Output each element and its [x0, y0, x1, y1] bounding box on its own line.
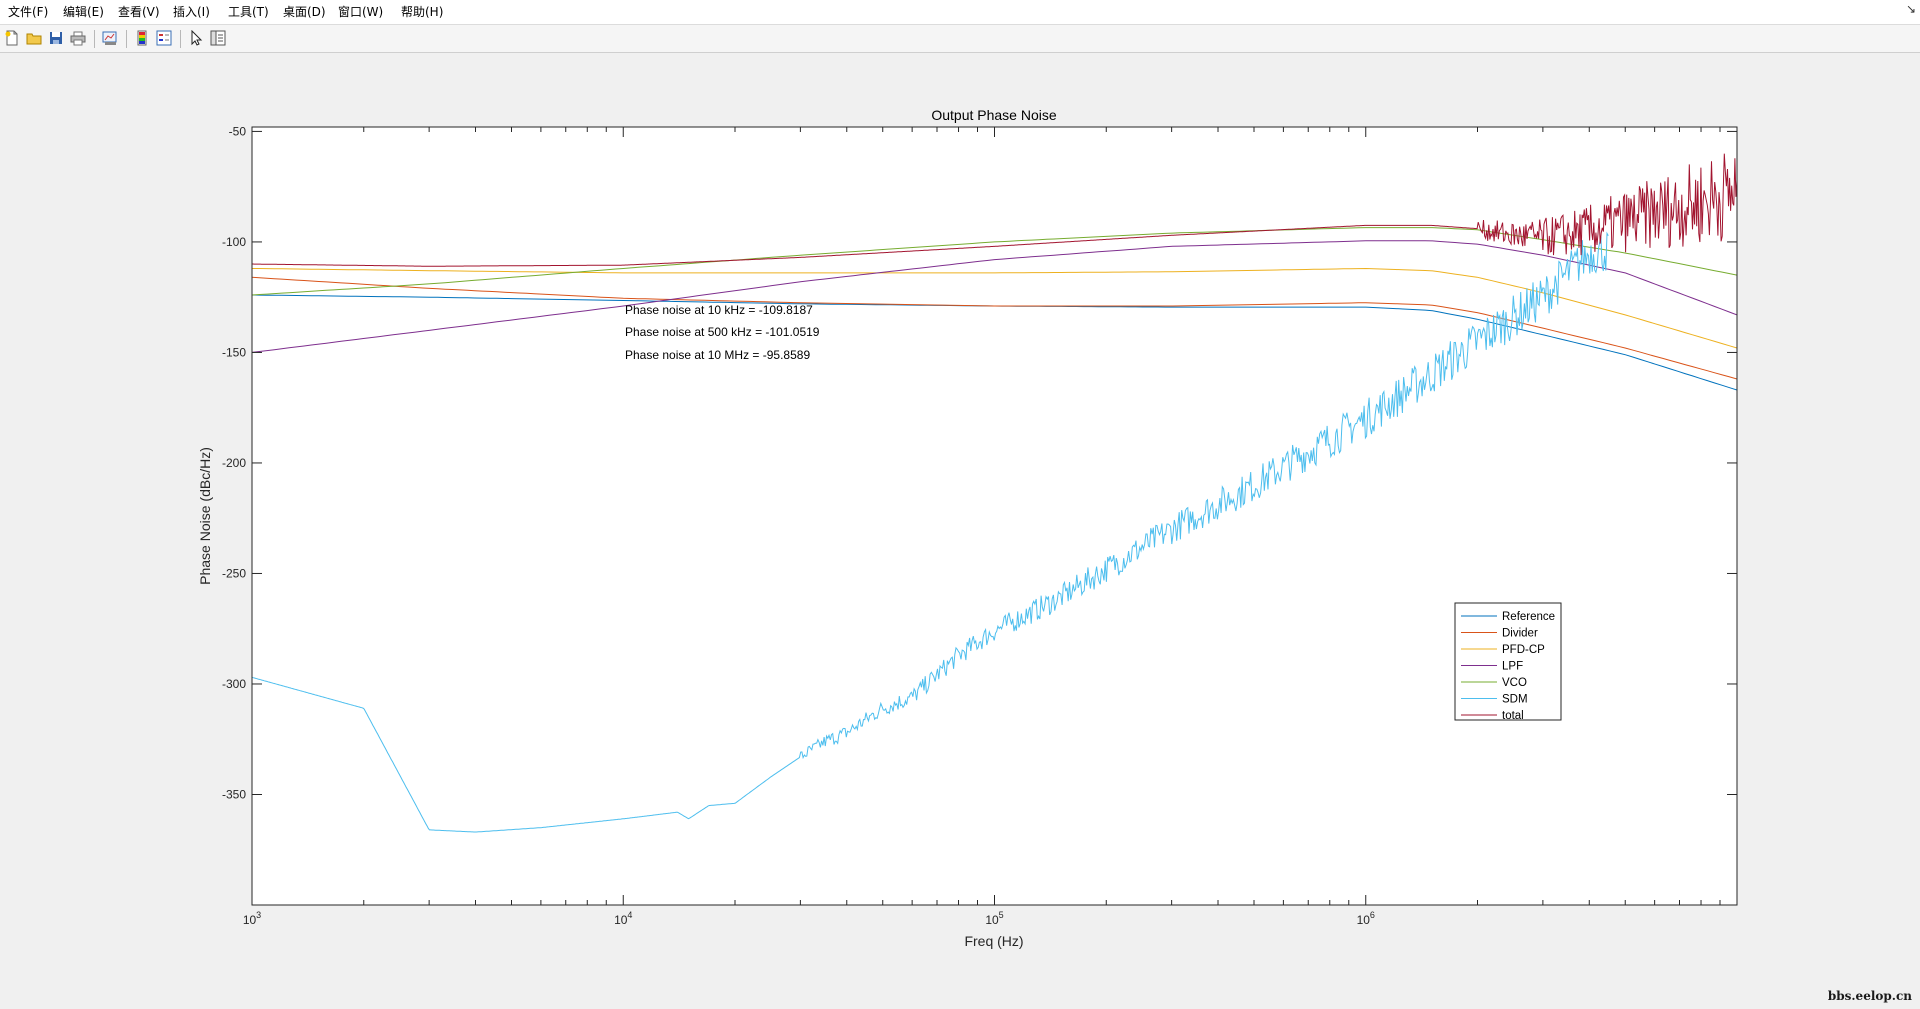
axes-background: [252, 127, 1737, 905]
series-line-lpf: [252, 240, 1737, 353]
menu-file[interactable]: 文件(F): [8, 5, 49, 19]
link-plot-icon[interactable]: [100, 28, 120, 48]
save-icon[interactable]: [46, 28, 66, 48]
legend-label-lpf: LPF: [1502, 661, 1523, 673]
y-tick-label: -100: [222, 235, 246, 249]
y-axis-label: Phase Noise (dBc/Hz): [197, 447, 213, 585]
series-line-sdm: [252, 231, 1609, 833]
menu-edit[interactable]: 编辑(E): [63, 5, 104, 19]
x-tick-label: 103: [243, 910, 261, 927]
annotation-500khz: Phase noise at 500 kHz = -101.0519: [625, 325, 820, 339]
series-line-pfd-cp: [252, 267, 1737, 349]
new-figure-icon[interactable]: [2, 28, 22, 48]
menu-view[interactable]: 查看(V): [118, 5, 160, 19]
watermark: bbs.eelop.cn: [1827, 989, 1912, 1003]
legend-box: [1454, 602, 1562, 721]
y-tick-label: -150: [222, 345, 246, 359]
toolbar-separator: [94, 30, 95, 48]
x-axis-label: Freq (Hz): [964, 933, 1023, 949]
y-tick-label: -350: [222, 787, 246, 801]
y-tick-label: -200: [222, 456, 246, 470]
print-icon[interactable]: [68, 28, 88, 48]
toolbar-separator: [126, 30, 127, 48]
insert-colorbar-icon[interactable]: [132, 28, 152, 48]
x-tick-label: 105: [985, 910, 1003, 927]
series-line-total: [252, 153, 1737, 267]
menu-desktop[interactable]: 桌面(D): [283, 5, 326, 19]
toolbar-separator: [180, 30, 181, 48]
edit-plot-arrow-icon[interactable]: [186, 28, 206, 48]
y-tick-label: -50: [229, 124, 247, 138]
x-tick-label: 104: [614, 910, 632, 927]
menu-bar: 文件(F) 编辑(E) 查看(V) 插入(I) 工具(T) 桌面(D) 窗口(W…: [0, 0, 1920, 25]
legend[interactable]: Reference Divider PFD-CP LPF VCO SDM total: [1454, 602, 1562, 722]
dock-figure-icon[interactable]: ↘: [1905, 2, 1916, 16]
open-file-icon[interactable]: [24, 28, 44, 48]
menu-tools[interactable]: 工具(T): [228, 5, 269, 19]
legend-label-vco: VCO: [1502, 677, 1527, 689]
annotation-10mhz: Phase noise at 10 MHz = -95.8589: [625, 348, 810, 362]
legend-label-total: total: [1502, 710, 1524, 722]
legend-label-pfd-cp: PFD-CP: [1502, 644, 1545, 656]
menu-help[interactable]: 帮助(H): [401, 5, 444, 19]
property-inspector-icon[interactable]: [208, 28, 228, 48]
legend-label-divider: Divider: [1502, 628, 1538, 640]
menu-insert[interactable]: 插入(I): [173, 5, 210, 19]
insert-legend-icon[interactable]: [154, 28, 174, 48]
legend-label-sdm: SDM: [1502, 694, 1528, 706]
y-tick-label: -250: [222, 566, 246, 580]
y-tick-label: -300: [222, 677, 246, 691]
annotation-10khz: Phase noise at 10 kHz = -109.8187: [625, 303, 813, 317]
legend-label-reference: Reference: [1502, 611, 1555, 623]
menu-window[interactable]: 窗口(W): [338, 5, 384, 19]
chart-title: Output Phase Noise: [931, 107, 1057, 123]
figure-toolbar: [0, 25, 1920, 53]
series-line-divider: [252, 276, 1737, 380]
x-tick-label: 106: [1357, 910, 1375, 927]
